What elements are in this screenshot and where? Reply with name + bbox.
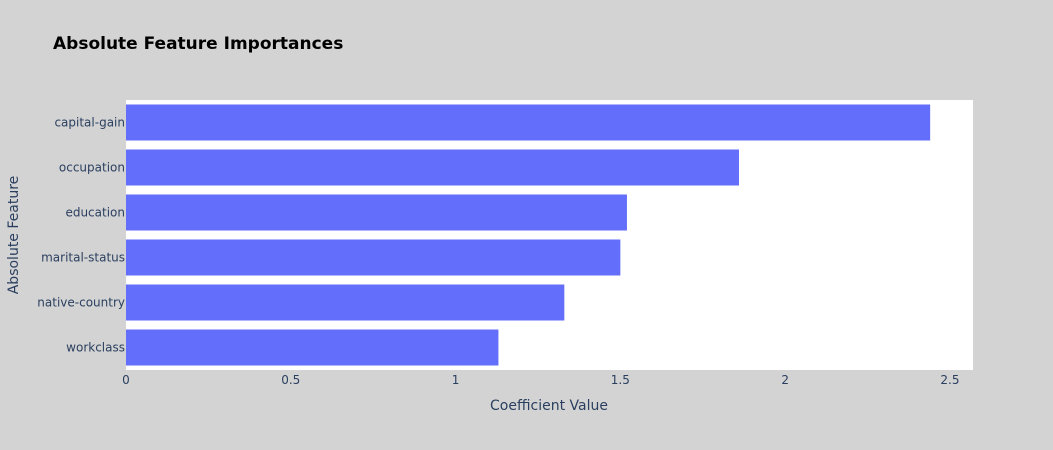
bar-capital-gain[interactable]: [126, 104, 931, 141]
y-tick-label-education: education: [65, 206, 125, 220]
bar-occupation[interactable]: [126, 149, 740, 186]
bar-workclass[interactable]: [126, 329, 499, 366]
y-tick-label-capital-gain: capital-gain: [54, 116, 125, 130]
bar-education[interactable]: [126, 194, 627, 231]
x-axis-title: Coefficient Value: [490, 398, 608, 414]
bar-marital-status[interactable]: [126, 239, 621, 276]
x-tick-labels: 0 0.5 1 1.5 2 2.5: [122, 373, 959, 387]
x-tick-label: 2.5: [940, 373, 959, 387]
y-tick-labels: capital-gain occupation education marital-s…: [37, 116, 125, 355]
x-tick-label: 0: [122, 373, 130, 387]
y-axis-title: Absolute Feature: [6, 176, 22, 295]
y-tick-label-marital-status: marital-status: [41, 251, 125, 265]
x-tick-label: 1: [452, 373, 460, 387]
x-tick-label: 2: [781, 373, 789, 387]
y-tick-label-occupation: occupation: [59, 161, 125, 175]
y-tick-label-native-country: native-country: [37, 296, 125, 310]
chart-title: Absolute Feature Importances: [53, 34, 344, 54]
x-tick-label: 0.5: [281, 373, 300, 387]
plot-area: [126, 100, 973, 370]
y-tick-label-workclass: workclass: [66, 341, 125, 355]
x-tick-label: 1.5: [611, 373, 630, 387]
bars-group: [126, 104, 931, 366]
bar-native-country[interactable]: [126, 284, 565, 321]
